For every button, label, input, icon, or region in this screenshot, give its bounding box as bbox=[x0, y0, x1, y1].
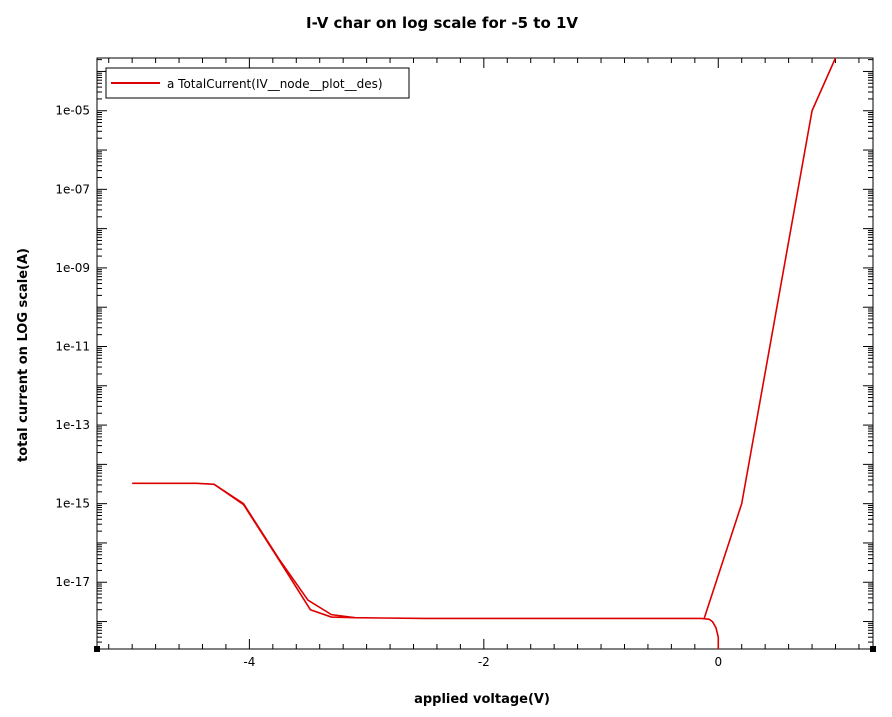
y-tick-label: 1e-11 bbox=[55, 339, 90, 353]
x-tick-label: 0 bbox=[714, 655, 722, 669]
axis-corner-marker bbox=[94, 646, 100, 652]
x-tick-label: -4 bbox=[243, 655, 255, 669]
legend-entry: a TotalCurrent(IV__node__plot__des) bbox=[167, 77, 383, 91]
x-tick-label: -2 bbox=[478, 655, 490, 669]
y-tick-label: 1e-13 bbox=[55, 418, 90, 432]
axis-corner-marker bbox=[870, 646, 876, 652]
legend: a TotalCurrent(IV__node__plot__des) bbox=[105, 67, 410, 99]
y-tick-label: 1e-17 bbox=[55, 575, 90, 589]
y-axis: 1e-17 1e-15 1e-13 1e-11 1e-09 1e-07 1e-05 bbox=[55, 59, 873, 650]
x-axis-label: applied voltage(V) bbox=[414, 692, 550, 707]
series-line-2 bbox=[213, 483, 355, 619]
y-tick-label: 1e-05 bbox=[55, 104, 90, 118]
y-tick-label: 1e-09 bbox=[55, 261, 90, 275]
series-line-1 bbox=[703, 57, 837, 619]
y-tick-label: 1e-15 bbox=[55, 497, 90, 511]
y-tick-label: 1e-07 bbox=[55, 182, 90, 196]
x-axis: -4 -2 0 bbox=[94, 58, 876, 669]
y-axis-label: total current on LOG scale(A) bbox=[16, 248, 31, 462]
series-layer bbox=[132, 57, 837, 649]
plot-area bbox=[96, 57, 874, 650]
chart-title: I-V char on log scale for -5 to 1V bbox=[306, 14, 578, 32]
